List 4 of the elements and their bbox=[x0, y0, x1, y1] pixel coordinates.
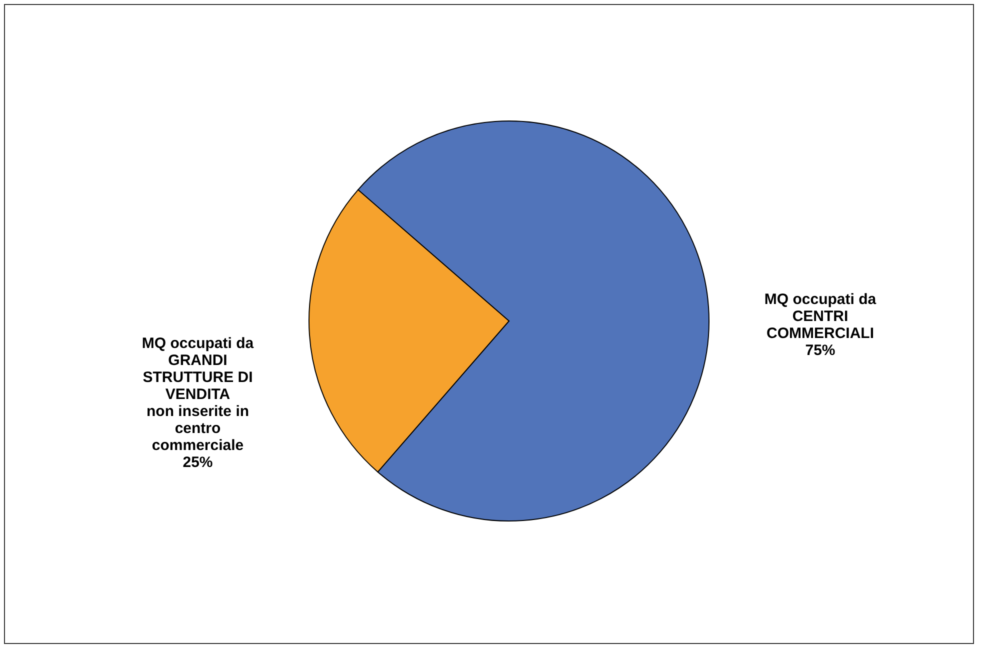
slice-label: MQ occupati da GRANDI STRUTTURE DI VENDITA non inserite in centro commerciale bbox=[142, 334, 254, 454]
data-label: 25% bbox=[182, 454, 213, 471]
slice-label: MQ occupati da CENTRI COMMERCIALI bbox=[764, 291, 877, 342]
data-label: 75% bbox=[805, 342, 836, 360]
